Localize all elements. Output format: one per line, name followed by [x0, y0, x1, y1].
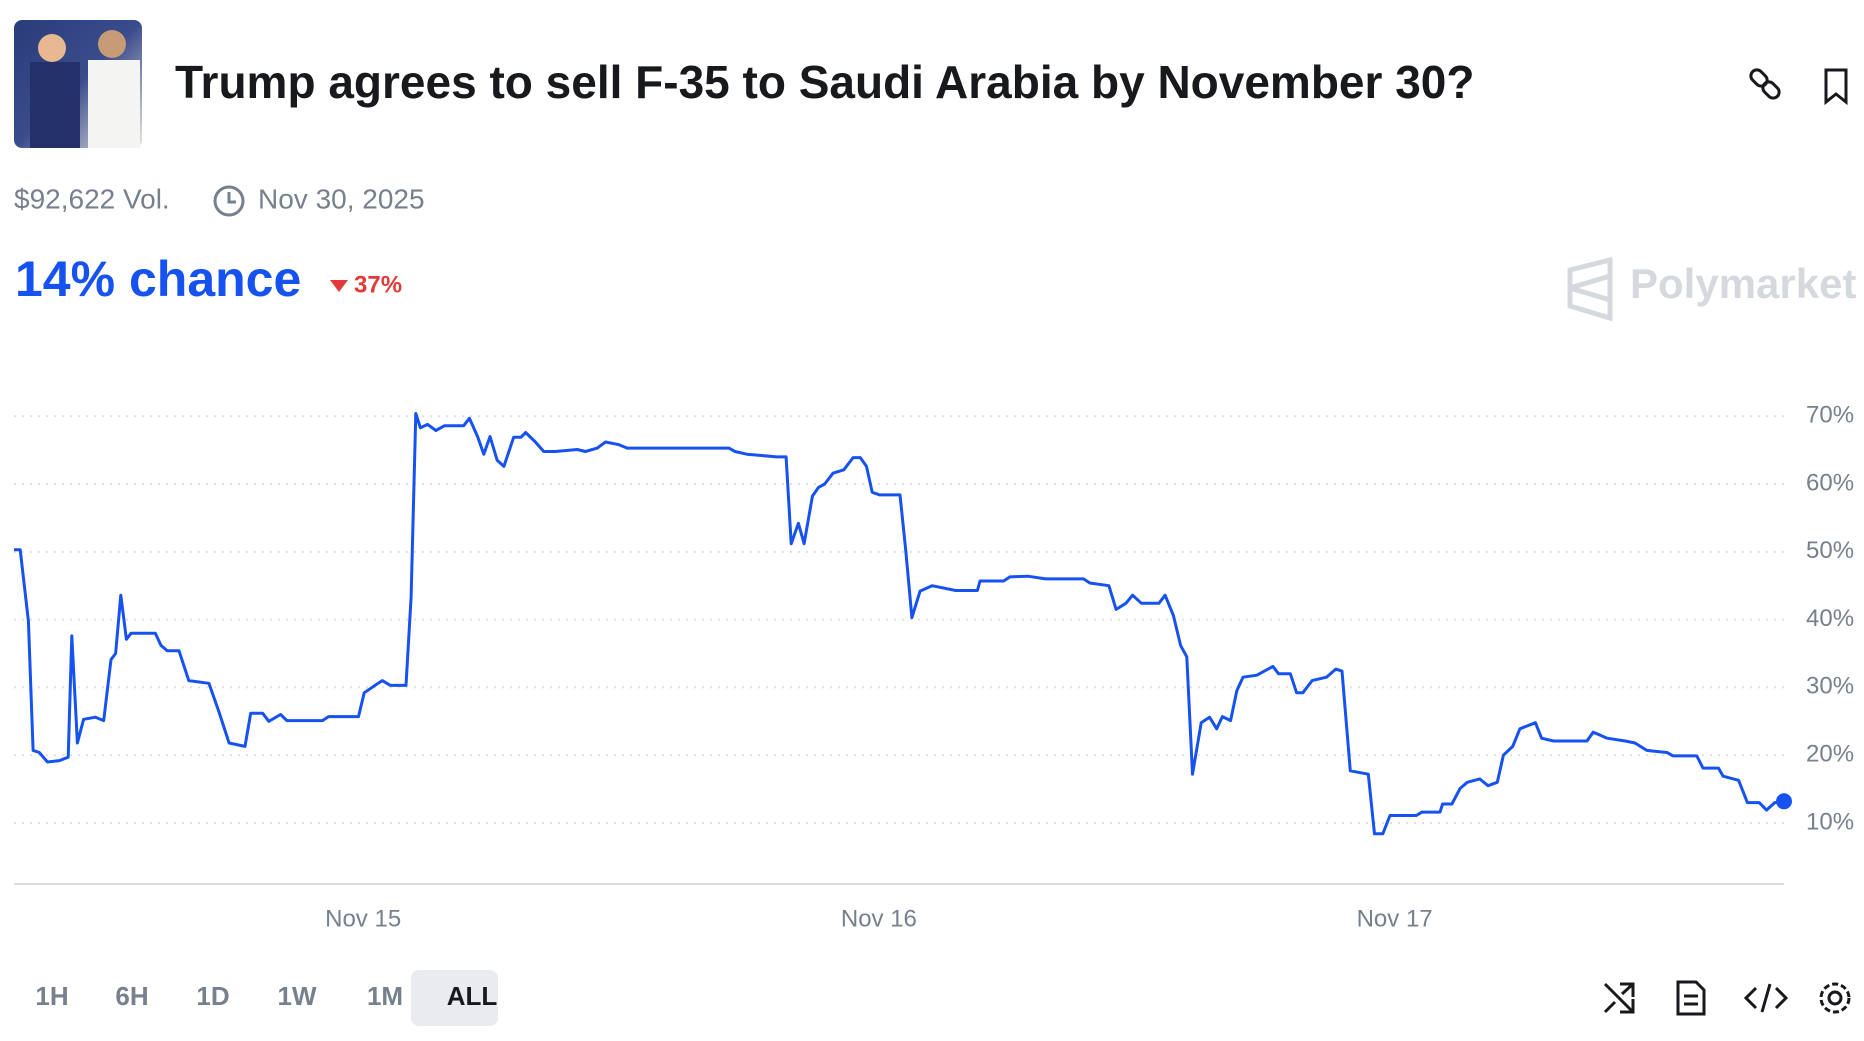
time-button[interactable]: ALL: [447, 981, 498, 1011]
time-button[interactable]: 1W: [278, 981, 317, 1011]
chance: 14% chance: [15, 251, 301, 307]
time-button[interactable]: 1M: [367, 981, 403, 1011]
down-arrow: [330, 280, 348, 292]
y-tick-label: 30%: [1806, 673, 1854, 700]
y-tick-label: 10%: [1806, 808, 1854, 835]
time-range: 1H 6H 1D 1W 1M ALL: [35, 970, 498, 1026]
time-button[interactable]: 1D: [196, 981, 229, 1011]
price-line: [14, 412, 1785, 836]
bookmark-icon[interactable]: [1824, 68, 1848, 106]
end-date: Nov 30, 2025: [258, 183, 425, 214]
time-button[interactable]: 6H: [115, 981, 148, 1011]
embed-icon[interactable]: [1743, 983, 1789, 1013]
x-tick-label: Nov 17: [1357, 905, 1433, 932]
selected-bg: [411, 970, 498, 1026]
change: 37%: [354, 271, 402, 298]
y-tick-label: 60%: [1806, 469, 1854, 496]
volume: $92,622 Vol.: [14, 183, 170, 214]
clock-icon: [213, 185, 245, 217]
shuffle-icon[interactable]: [1603, 982, 1635, 1014]
time-button[interactable]: 1H: [35, 981, 68, 1011]
link-icon[interactable]: [1748, 67, 1781, 100]
current-point: [1776, 793, 1792, 810]
thumbnail: [14, 20, 142, 148]
doc-icon[interactable]: [1676, 980, 1706, 1016]
brand-logo: [1567, 256, 1613, 322]
x-tick-label: Nov 15: [325, 905, 401, 932]
y-tick-label: 20%: [1806, 741, 1854, 768]
y-tick-label: 50%: [1806, 537, 1854, 564]
y-tick-label: 40%: [1806, 605, 1854, 632]
chart: 10% 20% 30% 40% 50% 60% 70% Nov 15 Nov 16 Nov 17: [14, 402, 1854, 932]
y-tick-label: 70%: [1806, 402, 1854, 429]
x-tick-label: Nov 16: [841, 905, 917, 932]
brand: Polymarket: [1630, 260, 1856, 307]
settings-icon[interactable]: [1819, 982, 1851, 1014]
market-title: Trump agrees to sell F-35 to Saudi Arabi…: [175, 56, 1474, 108]
